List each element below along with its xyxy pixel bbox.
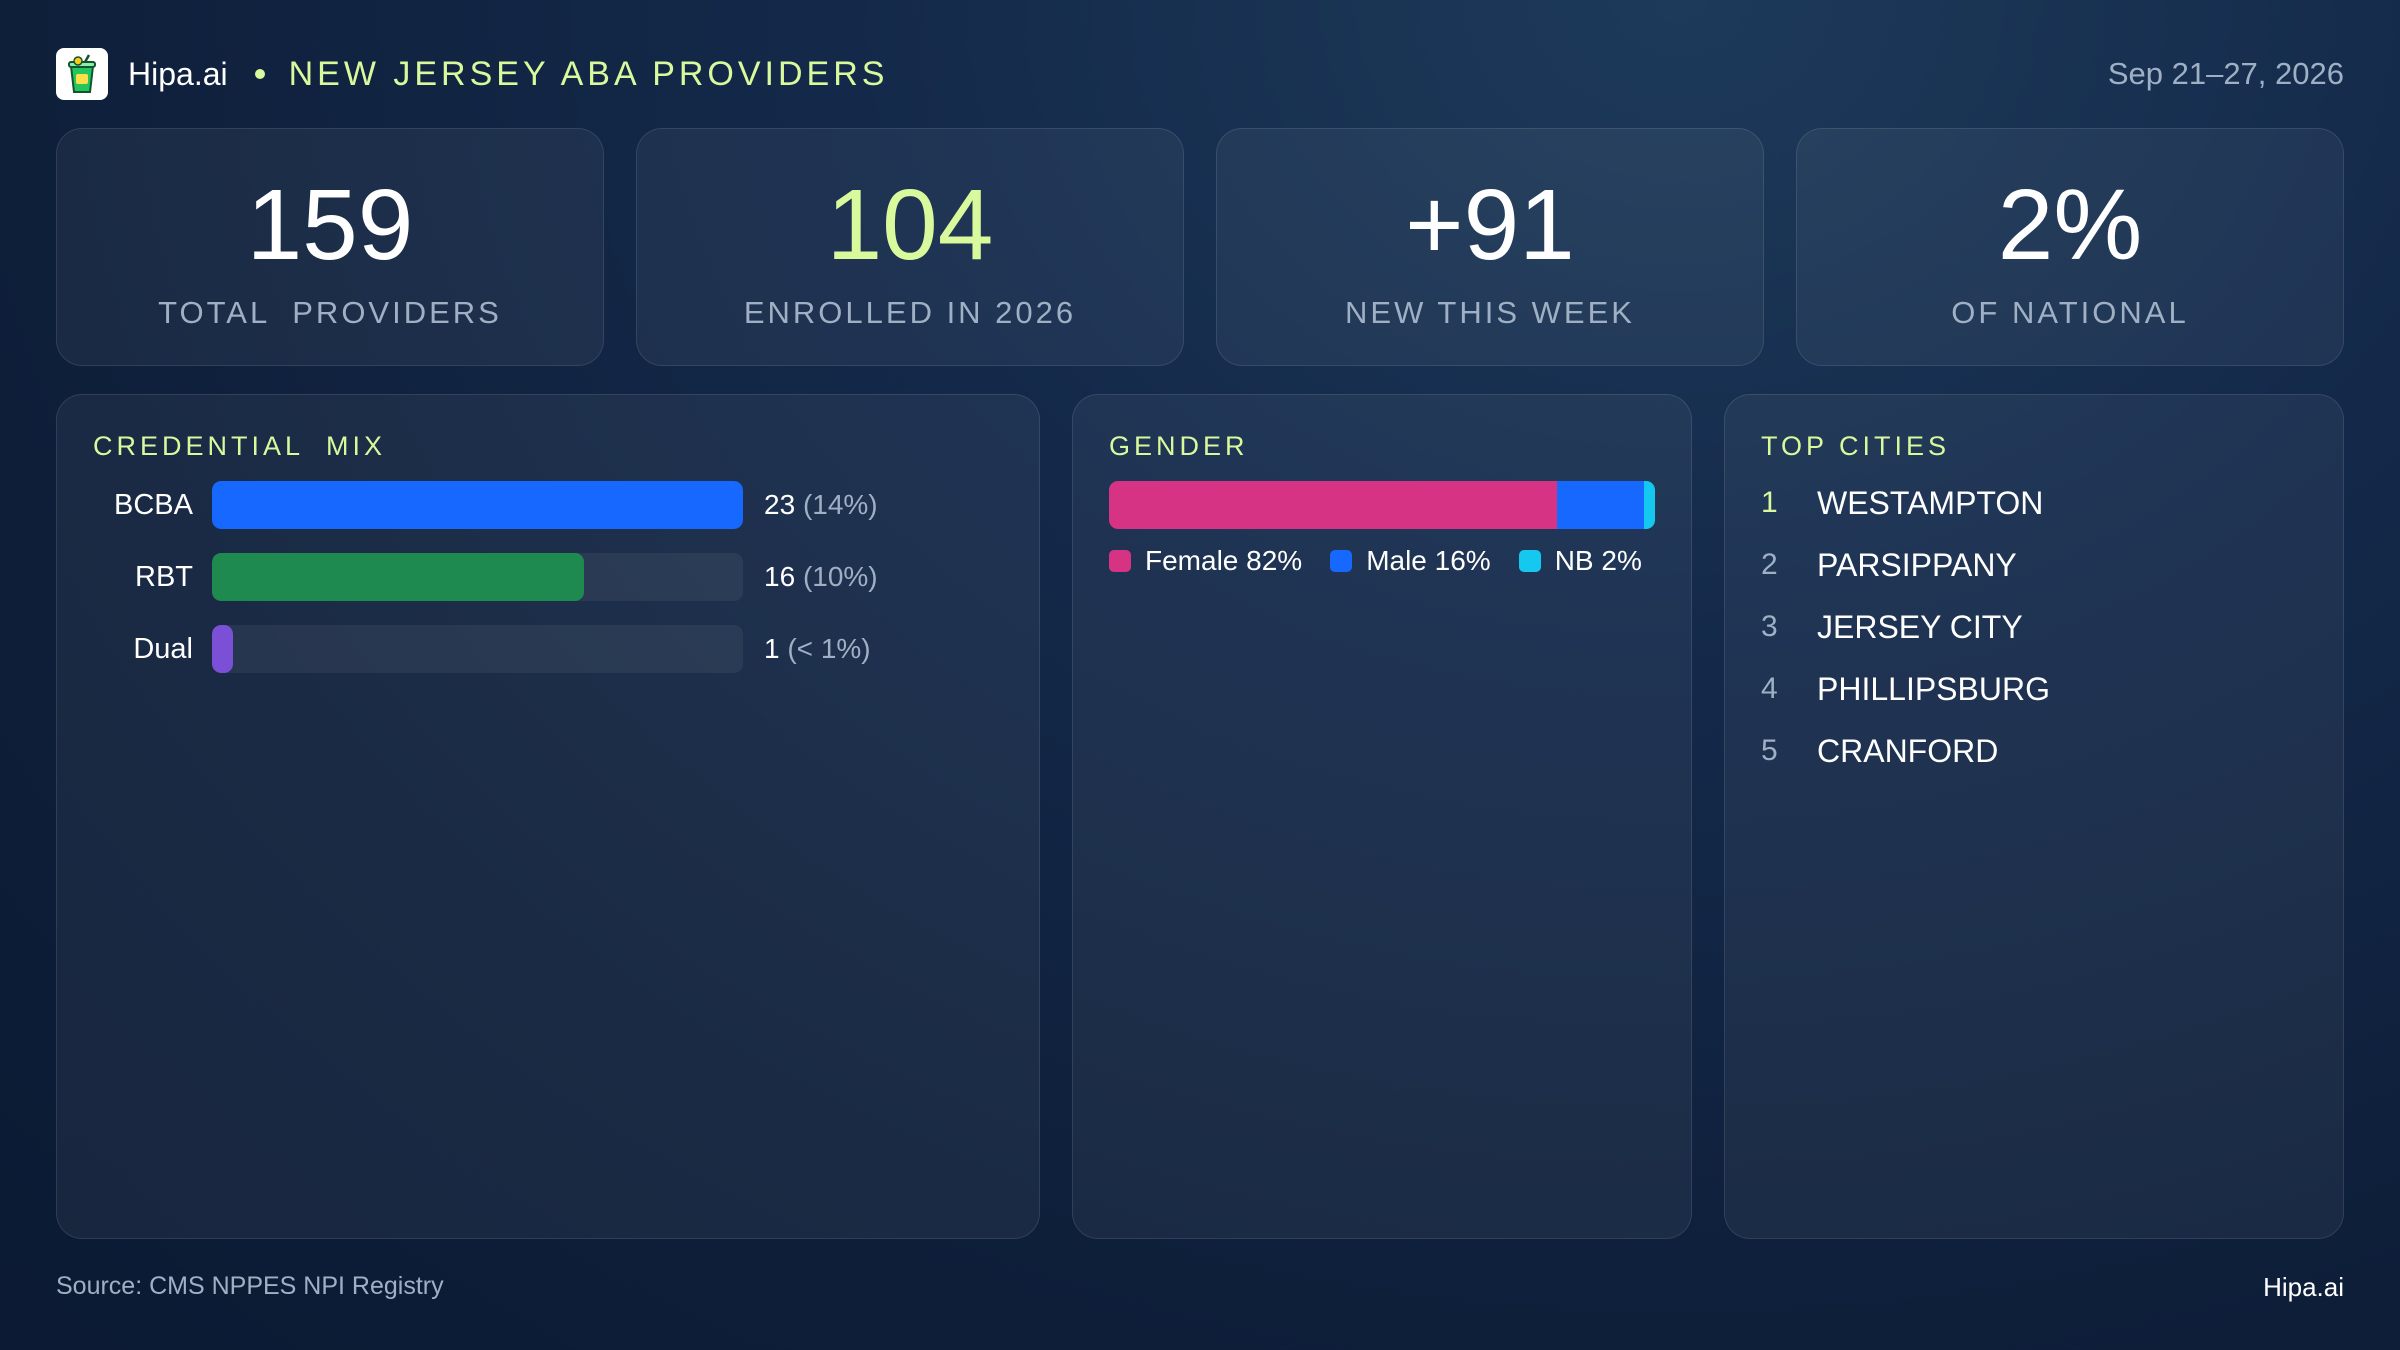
legend-swatch [1109, 550, 1131, 572]
stat-label: ENROLLED IN 2026 [743, 295, 1077, 330]
city-rank: 4 [1761, 672, 1778, 705]
city-rank: 3 [1761, 610, 1778, 643]
gender-stacked-bar [1109, 481, 1655, 529]
legend-item-male: Male 16% [1330, 545, 1491, 577]
credential-bar-track [212, 625, 743, 673]
panel-title: CREDENTIAL MIX [93, 431, 387, 461]
panel-title: TOP CITIES [1761, 431, 1951, 461]
credential-label: Dual [133, 633, 193, 665]
legend-item-nb: NB 2% [1518, 545, 1642, 577]
top-cities-panel: TOP CITIES 1 WESTAMPTON 2 PARSIPPANY 3 J… [1724, 394, 2344, 1239]
legend-label: Female 82% [1145, 545, 1303, 576]
city-rank: 2 [1761, 548, 1778, 581]
city-name: PHILLIPSBURG [1817, 670, 2050, 707]
gender-segment-female [1109, 481, 1557, 529]
footer-source: Source: CMS NPPES NPI Registry [56, 1272, 444, 1300]
credential-value: 16 (10%) [764, 553, 878, 601]
credential-row-bcba: BCBA 23 (14%) [57, 481, 1039, 529]
credential-value: 1 (< 1%) [764, 625, 871, 673]
footer-brand: Hipa.ai [2263, 1272, 2344, 1302]
stat-card-enrolled: 104 ENROLLED IN 2026 [636, 128, 1184, 366]
date-range: Sep 21–27, 2026 [2107, 56, 2344, 91]
city-name: WESTAMPTON [1817, 484, 2044, 521]
legend-label: Male 16% [1366, 545, 1491, 576]
credential-pct: (14%) [802, 489, 878, 520]
city-item: 5 CRANFORD [1761, 729, 1998, 773]
city-item: 3 JERSEY CITY [1761, 605, 2023, 649]
city-name: CRANFORD [1817, 732, 1999, 769]
city-item: 4 PHILLIPSBURG [1761, 667, 2050, 711]
credential-value: 23 (14%) [764, 481, 878, 529]
stat-card-new-this-week: +91 NEW THIS WEEK [1216, 128, 1764, 366]
legend-swatch [1518, 550, 1541, 572]
report-title: NEW JERSEY ABA PROVIDERS [288, 54, 889, 93]
credential-bar-track [212, 481, 743, 529]
stat-label: OF NATIONAL [1951, 295, 2189, 330]
stat-value: 2% [1997, 169, 2143, 281]
city-name: JERSEY CITY [1817, 608, 2023, 645]
city-name: PARSIPPANY [1817, 546, 2017, 583]
credential-mix-panel: CREDENTIAL MIX BCBA 23 (14%) RBT 16 (10%… [56, 394, 1040, 1239]
cup-drink-icon [68, 54, 96, 93]
stat-card-total-providers: 159 TOTAL PROVIDERS [56, 128, 604, 366]
header: Hipa.ai NEW JERSEY ABA PROVIDERS Sep 21–… [56, 47, 2344, 101]
credential-bar-track [212, 553, 743, 601]
stat-value: +91 [1405, 169, 1575, 281]
stat-label: TOTAL PROVIDERS [158, 295, 502, 330]
gender-legend: Female 82% Male 16% NB 2% [1109, 545, 1670, 577]
panel-title: GENDER [1109, 431, 1249, 461]
gender-segment-male [1556, 481, 1645, 529]
stat-label: NEW THIS WEEK [1345, 295, 1635, 330]
stat-card-of-national: 2% OF NATIONAL [1796, 128, 2344, 366]
legend-swatch [1330, 550, 1353, 572]
stat-value: 104 [826, 169, 994, 281]
city-rank: 5 [1761, 734, 1778, 767]
separator-dot [254, 69, 265, 79]
city-rank: 1 [1761, 486, 1778, 519]
credential-label: BCBA [114, 489, 193, 521]
credential-bar-fill [212, 481, 743, 529]
credential-count: 1 [764, 633, 780, 664]
credential-bar-fill [212, 553, 584, 601]
gender-segment-nb [1644, 481, 1655, 529]
logo [56, 48, 108, 100]
city-item: 1 WESTAMPTON [1761, 481, 2043, 525]
city-item: 2 PARSIPPANY [1761, 543, 2017, 587]
credential-label: RBT [135, 561, 193, 593]
credential-row-dual: Dual 1 (< 1%) [57, 625, 1039, 673]
stat-value: 159 [246, 169, 414, 281]
credential-row-rbt: RBT 16 (10%) [57, 553, 1039, 601]
legend-item-female: Female 82% [1109, 545, 1302, 577]
legend-label: NB 2% [1554, 545, 1642, 576]
brand-name: Hipa.ai [128, 55, 228, 92]
credential-count: 23 [764, 489, 796, 520]
credential-count: 16 [764, 561, 796, 592]
gender-panel: GENDER Female 82% Male 16% NB 2% [1072, 394, 1692, 1239]
credential-bar-fill [212, 625, 234, 673]
credential-pct: (< 1%) [787, 633, 871, 664]
credential-pct: (10%) [802, 561, 878, 592]
